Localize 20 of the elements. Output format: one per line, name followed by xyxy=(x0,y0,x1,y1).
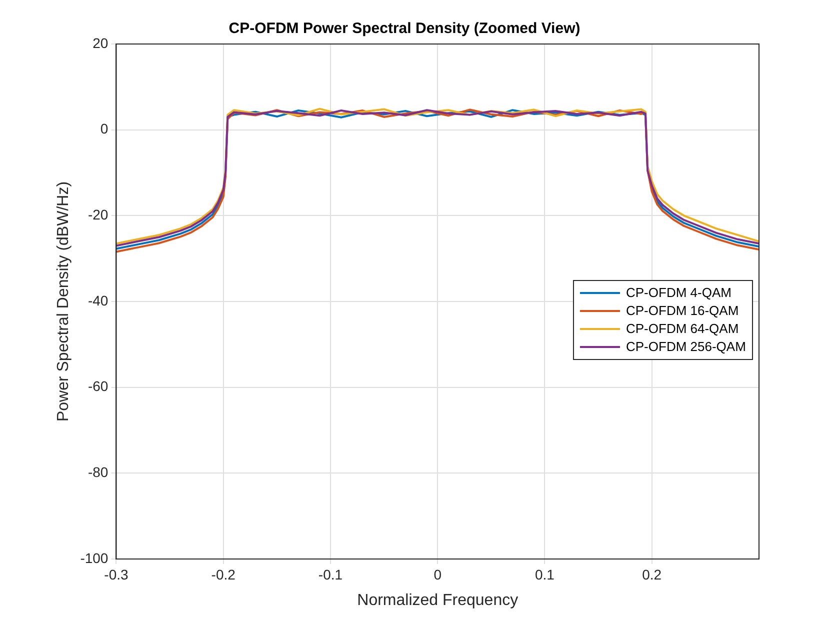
legend-label: CP-OFDM 16-QAM xyxy=(626,303,739,318)
chart-title: CP-OFDM Power Spectral Density (Zoomed View) xyxy=(228,20,580,38)
x-tick-label: 0.2 xyxy=(642,566,662,582)
legend-label: CP-OFDM 256-QAM xyxy=(626,339,746,354)
x-tick-label: 0 xyxy=(434,566,442,582)
y-tick-label: -40 xyxy=(88,292,108,308)
y-axis-title: Power Spectral Density (dBW/Hz) xyxy=(55,181,72,422)
legend-label: CP-OFDM 64-QAM xyxy=(626,321,739,336)
x-tick-label: -0.2 xyxy=(211,566,236,582)
y-tick-label: 0 xyxy=(100,120,108,137)
y-tick-label: 20 xyxy=(92,34,108,51)
y-tick-label: -60 xyxy=(88,378,108,394)
x-axis-title: Normalized Frequency xyxy=(357,592,518,609)
x-tick-label: -0.1 xyxy=(318,566,343,582)
legend-label: CP-OFDM 4-QAM xyxy=(626,285,732,300)
x-tick-label: -0.3 xyxy=(104,566,128,582)
y-tick-label: -80 xyxy=(88,464,108,480)
x-tick-label: 0.1 xyxy=(535,566,555,582)
y-tick-label: -20 xyxy=(88,206,108,223)
y-tick-label: -100 xyxy=(80,550,108,566)
